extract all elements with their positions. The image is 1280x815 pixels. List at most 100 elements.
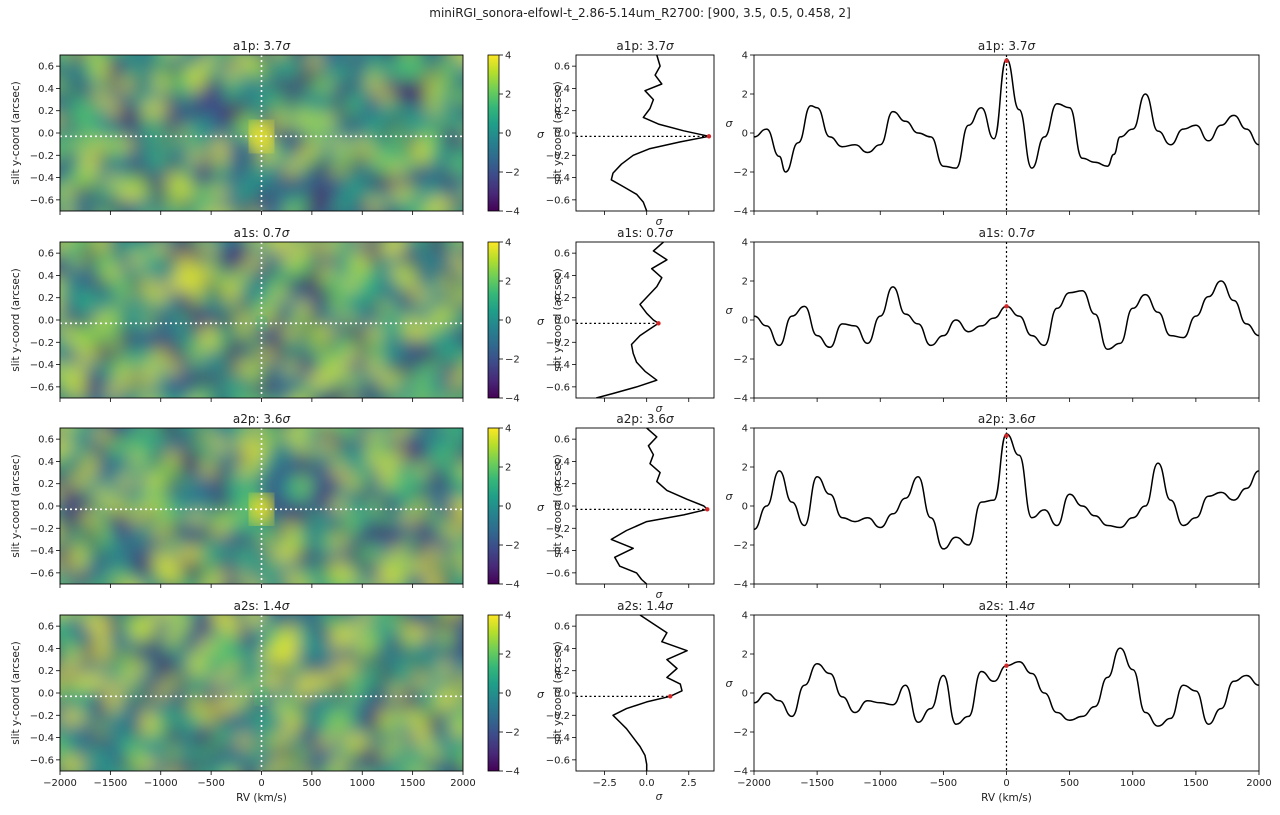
- heatmap-cell: [297, 428, 310, 429]
- heatmap-cell: [131, 428, 144, 441]
- heatmap-cell: [83, 699, 97, 712]
- rv-ytick-label: 2: [742, 90, 748, 101]
- heatmap-cell: [202, 584, 215, 597]
- heatmap-cell: [380, 127, 393, 140]
- heatmap-cell: [333, 771, 346, 784]
- heatmap-cell: [190, 91, 204, 104]
- spatial-xtick-label: 0.0: [639, 778, 655, 789]
- heatmap-cell: [332, 103, 346, 116]
- heatmap-cell: [320, 735, 334, 748]
- heatmap-cell: [273, 615, 287, 628]
- heatmap-cell: [415, 254, 429, 267]
- heatmap-cell: [451, 103, 463, 116]
- heatmap-cell: [119, 464, 133, 477]
- heatmap-cell: [297, 362, 310, 375]
- heatmap-cell: [214, 663, 227, 676]
- heatmap-ytick-label: 0.4: [38, 84, 54, 95]
- heatmap-cell: [285, 464, 299, 477]
- heatmap-cell: [214, 91, 227, 104]
- heatmap-cell: [273, 560, 287, 573]
- heatmap-cell: [356, 362, 370, 375]
- heatmap-cell: [131, 55, 144, 68]
- heatmap-cell: [415, 735, 429, 748]
- heatmap-cell: [131, 500, 144, 513]
- colorbar-tick-label: 0: [505, 689, 511, 700]
- heatmap-cell: [403, 500, 417, 513]
- heatmap-cell: [285, 488, 299, 501]
- heatmap-cell: [83, 254, 97, 267]
- heatmap-cell: [285, 759, 299, 771]
- heatmap-cell: [463, 266, 476, 279]
- heatmap-cell: [285, 536, 299, 549]
- heatmap-cell: [83, 266, 97, 279]
- heatmap-cell: [131, 572, 144, 584]
- heatmap-cell: [273, 651, 287, 664]
- heatmap-cell: [273, 302, 287, 315]
- heatmap-cell: [119, 663, 133, 676]
- heatmap-cell: [142, 55, 156, 68]
- heatmap-cell: [190, 452, 204, 465]
- heatmap-cell: [344, 326, 358, 339]
- heatmap-cell: [60, 302, 73, 315]
- heatmap-cell: [95, 79, 109, 92]
- heatmap-cell: [403, 55, 417, 68]
- heatmap-cell: [415, 326, 429, 339]
- heatmap-cell: [249, 723, 263, 736]
- heatmap-cell: [404, 211, 417, 224]
- heatmap-cell: [166, 55, 180, 56]
- heatmap-cell: [368, 115, 382, 128]
- heatmap-cell: [427, 627, 441, 640]
- heatmap-cell: [356, 127, 370, 140]
- heatmap-cell: [403, 290, 417, 303]
- heatmap-cell: [131, 687, 144, 700]
- heatmap-cell: [297, 302, 310, 315]
- heatmap-cell: [202, 127, 216, 140]
- heatmap-cell: [285, 163, 299, 176]
- heatmap-cell: [451, 314, 463, 327]
- heatmap-cell: [403, 428, 417, 441]
- heatmap-cell: [119, 452, 133, 465]
- heatmap-cell: [154, 723, 168, 736]
- heatmap-cell: [273, 663, 287, 676]
- heatmap-cell: [297, 55, 310, 68]
- heatmap-cell: [320, 615, 334, 628]
- spatial-peak-marker: [705, 507, 710, 512]
- heatmap-cell: [344, 398, 357, 411]
- heatmap-cell: [391, 687, 405, 700]
- heatmap-cell: [225, 464, 239, 477]
- heatmap-cell: [143, 584, 156, 597]
- heatmap-cell: [463, 723, 476, 736]
- heatmap-cell: [249, 278, 263, 291]
- spatial-ytick-label: −0.2: [546, 338, 570, 349]
- heatmap-cell: [107, 115, 121, 128]
- heatmap-cell: [178, 651, 192, 664]
- heatmap-cell: [451, 639, 463, 652]
- heatmap-cell: [154, 266, 168, 279]
- heatmap-cell: [167, 584, 180, 597]
- heatmap-cell: [119, 428, 133, 441]
- heatmap-cell: [119, 127, 133, 140]
- heatmap-cell: [427, 512, 441, 525]
- heatmap-cell: [190, 175, 204, 188]
- heatmap-cell: [297, 639, 310, 652]
- heatmap-cell: [131, 723, 144, 736]
- heatmap-cell: [225, 735, 239, 748]
- heatmap-cell: [297, 338, 310, 351]
- heatmap-cell: [119, 326, 133, 339]
- rv-ytick-label: 4: [742, 424, 748, 435]
- heatmap-cell: [273, 627, 287, 640]
- heatmap-cell: [285, 512, 299, 525]
- heatmap-cell: [142, 338, 156, 351]
- heatmap-cell: [403, 163, 417, 176]
- heatmap-cell: [439, 759, 453, 771]
- heatmap-ytick-label: 0.2: [38, 479, 54, 490]
- heatmap-cell: [332, 615, 346, 628]
- heatmap-cell: [285, 151, 299, 164]
- heatmap-cell: [427, 55, 441, 68]
- heatmap-cell: [308, 362, 322, 375]
- heatmap-cell: [368, 759, 382, 771]
- heatmap-cell: [71, 615, 85, 616]
- heatmap-cell: [107, 428, 121, 429]
- heatmap-cell: [344, 67, 358, 80]
- heatmap-cell: [380, 103, 393, 116]
